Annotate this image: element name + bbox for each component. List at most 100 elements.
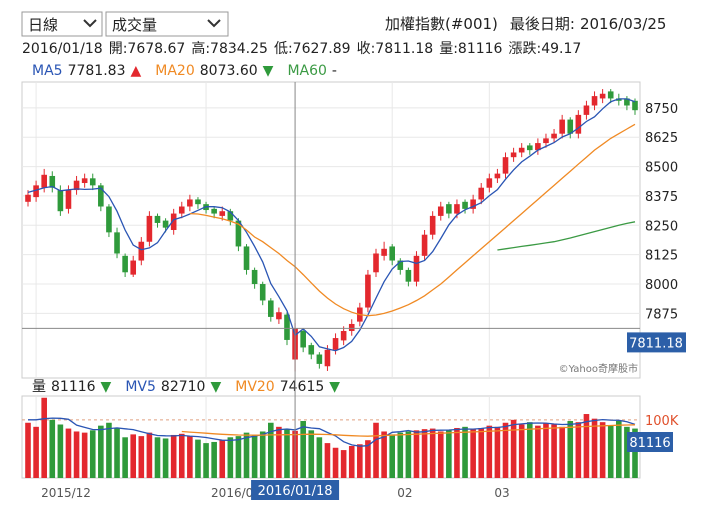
q-label: 低:	[274, 41, 293, 57]
volume-bar	[340, 450, 347, 478]
volume-bar	[616, 421, 622, 478]
candle-body	[195, 199, 201, 205]
candle-body	[397, 260, 404, 270]
q-value: 7811.18	[375, 41, 433, 57]
legend-value: 81116	[51, 379, 96, 395]
select-box[interactable]	[105, 11, 229, 37]
volume-bar	[607, 425, 614, 478]
candle-body	[583, 105, 590, 115]
chevron[interactable]	[207, 19, 221, 28]
volume-bar	[599, 422, 606, 478]
volume-bar	[502, 422, 509, 478]
candle-body	[122, 255, 128, 273]
volume-bar	[591, 418, 598, 478]
select-text[interactable]: 成交量	[112, 16, 157, 34]
candle-body	[365, 274, 371, 308]
candle-body	[235, 220, 242, 247]
candle-body	[138, 241, 145, 261]
q-value: 7678.67	[127, 41, 185, 57]
volume-bar	[632, 428, 638, 478]
volume-bar	[57, 424, 64, 478]
volume-bar	[478, 427, 485, 478]
header-info: 加權指數(#001) 最後日期: 2016/03/25	[385, 15, 666, 33]
volume-box-label: 81116	[629, 436, 670, 451]
candle-body	[130, 260, 137, 275]
candle-body	[510, 152, 517, 158]
candle-body	[170, 213, 177, 230]
candle-body	[381, 248, 387, 256]
period-select[interactable]: 日線	[21, 11, 103, 37]
date-box	[251, 480, 340, 500]
candle-body	[340, 331, 347, 341]
volume-bar	[324, 443, 331, 478]
volume-bar	[437, 431, 444, 478]
chevron[interactable]	[83, 19, 97, 28]
ma-line	[181, 424, 636, 437]
candle-body	[446, 204, 452, 214]
candle-body	[106, 206, 112, 233]
x-tick-label: 02	[397, 486, 412, 500]
candle-body	[616, 98, 622, 101]
volume-bar	[154, 437, 161, 478]
volume-bar	[219, 440, 226, 478]
candle-body	[162, 220, 169, 228]
candle-body	[284, 314, 290, 340]
volume-bar	[89, 430, 96, 478]
volume-bar	[122, 437, 128, 478]
y-tick-label: 8250	[645, 219, 678, 234]
volume-bar	[227, 437, 234, 478]
price-box	[627, 332, 686, 353]
volume-bar	[73, 431, 80, 478]
candle-body	[73, 180, 80, 191]
volume-bar	[41, 397, 47, 478]
legend-arrow: ▼	[263, 63, 274, 79]
quote-row: 2016/01/18 開:7678.67 高:7834.25 低:7627.89 收:7…	[22, 40, 581, 57]
y-tick-label: 8000	[645, 278, 678, 293]
x-tick-label: 03	[494, 486, 509, 500]
volume-bar	[316, 437, 323, 478]
price-panel	[21, 81, 641, 379]
candle-body	[470, 199, 476, 209]
volume-legend: 量 81116 ▼ MV5 82710 ▼ MV20 74615 ▼	[32, 379, 340, 395]
x-tick-label: 2016/01	[211, 486, 261, 500]
legend-name: MV5	[125, 379, 156, 395]
volume-bar	[389, 434, 395, 478]
q-label: 漲跌:	[508, 41, 541, 57]
candle-body	[41, 174, 47, 188]
candle-body	[421, 234, 428, 256]
volume-bar	[130, 434, 137, 478]
legend-name: MA5	[32, 63, 63, 79]
candle-body	[316, 354, 323, 364]
volume-bar	[429, 428, 436, 478]
volume-bar	[518, 424, 525, 478]
legend-name: MV20	[235, 379, 274, 395]
candle-body	[227, 211, 234, 221]
volume-bar	[494, 426, 501, 478]
q-value: 81116	[458, 41, 503, 57]
volume-bar	[114, 427, 120, 478]
candle-body	[454, 204, 460, 214]
q-label: 量:	[439, 41, 458, 57]
candle-body	[389, 246, 395, 261]
volume-bar	[543, 423, 549, 478]
candle-body	[98, 185, 104, 207]
volume-bar	[551, 424, 557, 478]
candle-body	[543, 138, 549, 144]
volume-bar	[251, 434, 258, 478]
volume-bar	[332, 447, 339, 478]
volume-bar	[178, 433, 185, 478]
volume-bar	[268, 422, 274, 478]
q-label: 開:	[109, 41, 128, 57]
volume-box	[627, 432, 673, 452]
legend-value: -	[332, 63, 337, 79]
volume-bar	[526, 422, 533, 478]
candle-body	[114, 232, 120, 254]
volume-bar	[33, 426, 39, 478]
candle-body	[559, 119, 565, 134]
indicator-select[interactable]: 成交量	[105, 11, 229, 37]
candle-body	[268, 300, 274, 317]
volume-bar	[138, 436, 145, 478]
candle-body	[502, 157, 509, 174]
volume-bar	[397, 432, 404, 478]
select-text[interactable]: 日線	[28, 16, 58, 34]
